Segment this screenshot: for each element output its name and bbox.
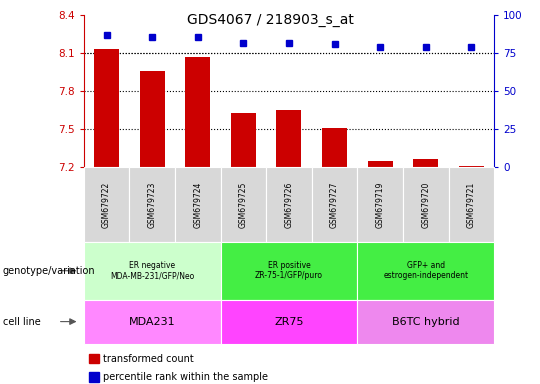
Text: GSM679725: GSM679725 [239, 181, 248, 228]
Text: cell line: cell line [3, 316, 40, 327]
Text: GSM679721: GSM679721 [467, 181, 476, 228]
Bar [94, 50, 119, 167]
Text: GSM679724: GSM679724 [193, 181, 202, 228]
Bar [139, 71, 165, 167]
Text: GSM679719: GSM679719 [376, 181, 384, 228]
Text: genotype/variation: genotype/variation [3, 266, 96, 276]
Text: GSM679727: GSM679727 [330, 181, 339, 228]
Text: ZR75: ZR75 [274, 316, 303, 327]
Bar [322, 128, 347, 167]
Text: GDS4067 / 218903_s_at: GDS4067 / 218903_s_at [186, 13, 354, 27]
Text: ER negative
MDA-MB-231/GFP/Neo: ER negative MDA-MB-231/GFP/Neo [110, 261, 194, 280]
Text: B6TC hybrid: B6TC hybrid [392, 316, 460, 327]
Text: percentile rank within the sample: percentile rank within the sample [103, 372, 268, 382]
Bar [185, 57, 210, 167]
Bar [459, 166, 484, 167]
Bar [276, 110, 301, 167]
Text: GSM679726: GSM679726 [285, 181, 293, 228]
Bar [231, 113, 256, 167]
Text: GSM679722: GSM679722 [102, 181, 111, 228]
Bar [413, 159, 438, 167]
Text: ER positive
ZR-75-1/GFP/puro: ER positive ZR-75-1/GFP/puro [255, 261, 323, 280]
Text: GSM679723: GSM679723 [147, 181, 157, 228]
Text: GSM679720: GSM679720 [421, 181, 430, 228]
Text: transformed count: transformed count [103, 354, 193, 364]
Bar [368, 161, 393, 167]
Text: MDA231: MDA231 [129, 316, 176, 327]
Text: GFP+ and
estrogen-independent: GFP+ and estrogen-independent [383, 261, 468, 280]
